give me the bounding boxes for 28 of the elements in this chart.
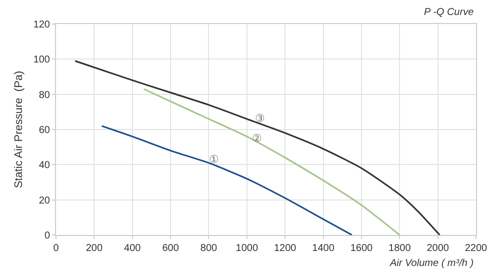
x-tick-label: 2200	[464, 243, 488, 254]
y-tick-label: 60	[38, 125, 50, 136]
y-axis-title: Static Air Pressure (Pa)	[12, 70, 25, 188]
y-tick-label: 40	[38, 160, 50, 172]
x-tick-label: 200	[86, 243, 103, 254]
x-tick-label: 0	[53, 243, 60, 254]
line-series	[74, 60, 441, 235]
annotation: ②	[252, 132, 262, 145]
y-tick-label: 20	[38, 195, 50, 206]
x-tick-label: 1000	[236, 243, 258, 254]
y-tick-label: 120	[33, 20, 50, 30]
x-tick-label: 800	[200, 243, 218, 254]
x-tick-label: 400	[124, 243, 142, 254]
line-series	[143, 88, 400, 235]
x-tick-label: 1800	[388, 243, 412, 254]
x-tick-label: 1400	[312, 243, 335, 254]
annotation: ③	[255, 112, 265, 125]
x-tick-label: 600	[162, 243, 180, 254]
x-axis-title: Air Volume ( m³/h )	[389, 258, 474, 269]
annotation: ①	[209, 153, 219, 166]
line-series	[101, 125, 353, 235]
y-tick-label: 80	[38, 90, 50, 101]
x-tick-label: 2000	[426, 243, 450, 254]
x-tick-label: 1200	[274, 243, 297, 254]
x-tick-label: 1600	[350, 243, 374, 254]
chart-title: P -Q Curve	[424, 7, 474, 18]
y-tick-label: 0	[44, 230, 50, 242]
y-tick-label: 100	[33, 54, 50, 66]
